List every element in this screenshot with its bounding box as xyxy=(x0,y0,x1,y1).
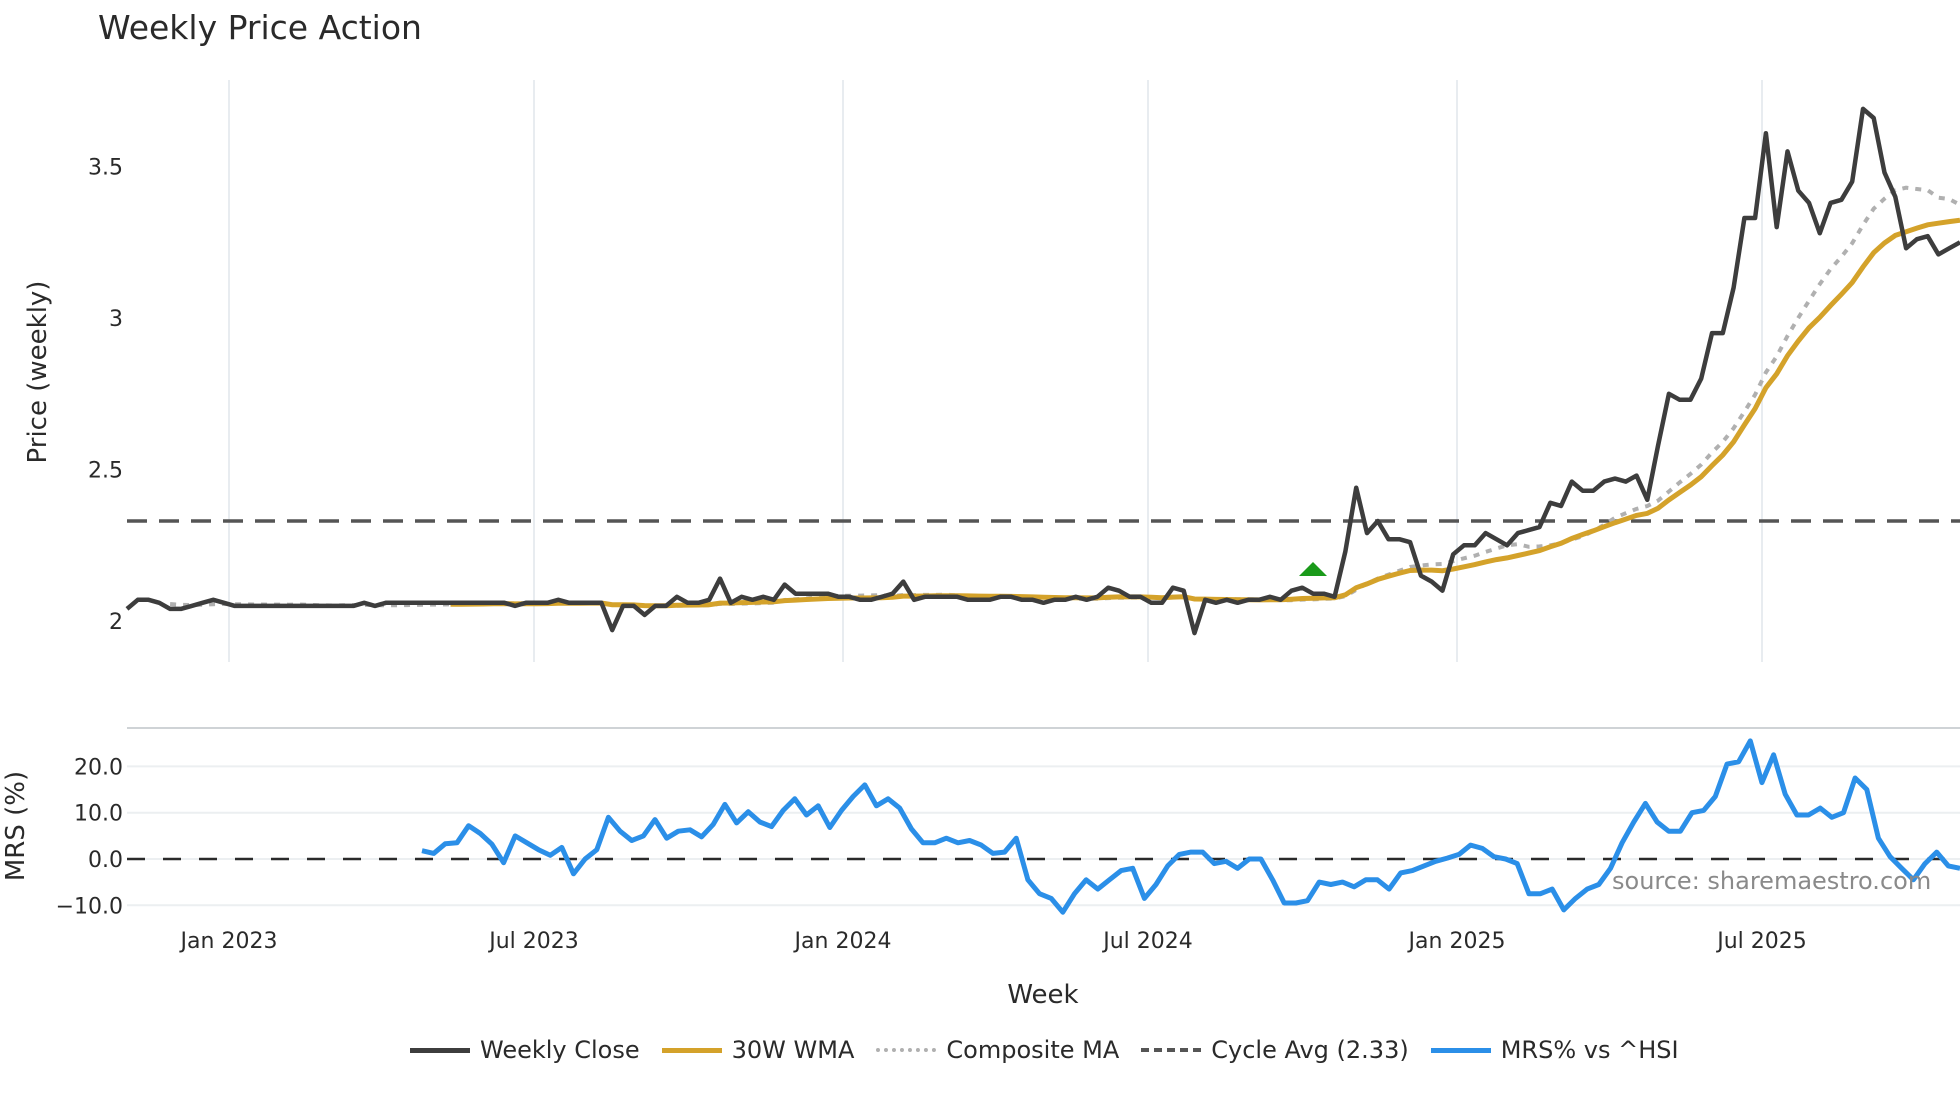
mrs-y-ticks: −10.0 0.0 10.0 20.0 xyxy=(56,755,123,919)
mrs-y-tick-label: 10.0 xyxy=(74,802,123,827)
vertical-gridlines xyxy=(228,80,1763,662)
legend-swatch-solid-icon xyxy=(1430,1047,1491,1053)
price-y-label: Price (weekly) xyxy=(23,281,53,464)
mrs-y-label: MRS (%) xyxy=(1,771,31,881)
buy-signal-triangle-icon xyxy=(1299,562,1327,576)
x-tick-label: Jan 2025 xyxy=(1407,929,1506,954)
x-axis-label: Week xyxy=(1007,980,1078,1010)
mrs-y-tick-label: 20.0 xyxy=(74,755,123,780)
composite-ma-line xyxy=(169,185,1960,609)
price-y-tick-label: 2 xyxy=(109,610,123,635)
price-y-ticks: 2 2.5 3 3.5 xyxy=(88,156,123,636)
price-y-tick-label: 2.5 xyxy=(88,459,123,484)
price-y-tick-label: 3.5 xyxy=(88,156,123,181)
x-tick-label: Jan 2024 xyxy=(793,929,892,954)
legend-swatch-solid-icon xyxy=(661,1047,722,1053)
x-tick-label: Jul 2023 xyxy=(487,929,579,954)
mrs-y-tick-label: −10.0 xyxy=(56,894,123,919)
legend-item-mrs[interactable]: MRS% vs ^HSI xyxy=(1430,1036,1679,1064)
legend-label: 30W WMA xyxy=(731,1036,855,1064)
x-axis-ticks: Jan 2023 Jul 2023 Jan 2024 Jul 2024 Jan 2025… xyxy=(179,929,1807,954)
legend-item-cycle-avg[interactable]: Cycle Avg (2.33) xyxy=(1141,1036,1409,1064)
legend-item-composite-ma[interactable]: Composite MA xyxy=(876,1036,1119,1064)
x-tick-label: Jul 2025 xyxy=(1715,929,1807,954)
legend-label: Cycle Avg (2.33) xyxy=(1211,1036,1409,1064)
legend-swatch-dotted-icon xyxy=(876,1048,937,1052)
legend-swatch-dashed-icon xyxy=(1141,1048,1202,1052)
mrs-y-tick-label: 0.0 xyxy=(88,848,123,873)
legend-label: Weekly Close xyxy=(480,1036,640,1064)
legend-item-wma[interactable]: 30W WMA xyxy=(661,1036,855,1064)
mrs-line xyxy=(421,738,1960,915)
weekly-close-line xyxy=(125,106,1960,636)
x-tick-label: Jul 2024 xyxy=(1101,929,1193,954)
legend: Weekly Close 30W WMA Composite MA Cycle … xyxy=(410,1036,1701,1064)
legend-swatch-solid-icon xyxy=(410,1047,470,1053)
chart-title: Weekly Price Action xyxy=(98,8,422,47)
legend-label: Composite MA xyxy=(946,1036,1120,1064)
legend-item-weekly-close[interactable]: Weekly Close xyxy=(410,1036,640,1064)
x-tick-label: Jan 2023 xyxy=(179,929,278,954)
legend-label: MRS% vs ^HSI xyxy=(1500,1036,1679,1064)
watermark: source: sharemaestro.com xyxy=(1612,867,1931,895)
price-y-tick-label: 3 xyxy=(109,307,123,332)
